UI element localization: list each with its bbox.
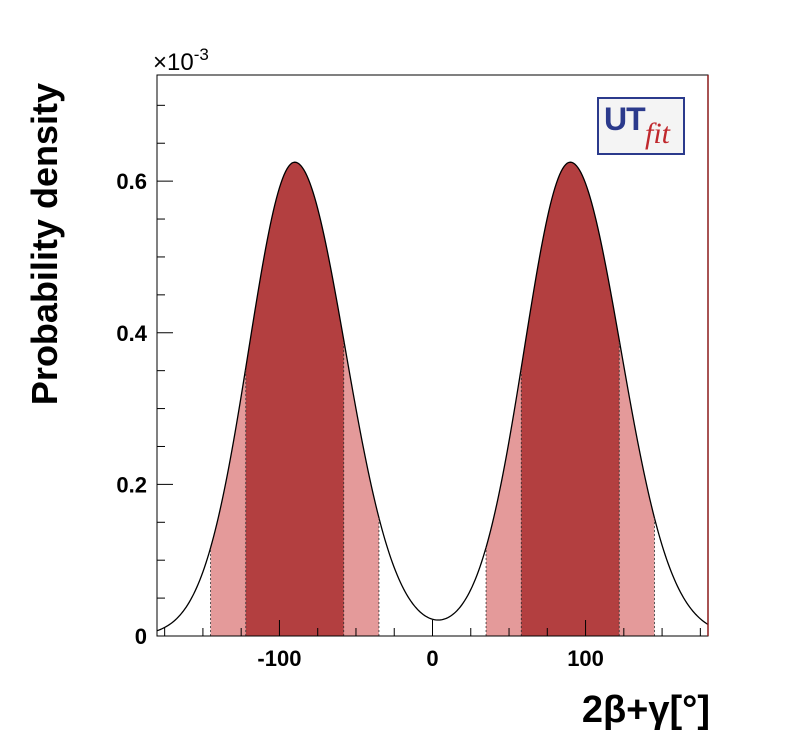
y-tick-label: 0.2	[116, 472, 147, 497]
y-tick-label: 0.4	[116, 321, 147, 346]
utfit-logo: UT fit	[597, 97, 685, 155]
x-axis-ticks: -100 0 100	[164, 620, 701, 671]
band-68-1	[521, 162, 620, 636]
x-tick-label: 0	[426, 646, 438, 671]
y-tick-label: 0	[135, 624, 147, 649]
density-curve	[156, 161, 709, 632]
x-tick-label: -100	[257, 646, 301, 671]
y-multiplier: ×10-3	[153, 45, 209, 76]
logo-ut-text: UT	[604, 101, 646, 137]
band-boundary-lines	[210, 339, 655, 636]
band-68-0	[245, 162, 344, 636]
logo-fit-text: fit	[645, 117, 671, 150]
y-tick-label: 0.6	[116, 169, 147, 194]
x-axis-title: 2β+γ[°]	[582, 689, 710, 731]
y-multiplier-exponent: -3	[194, 45, 209, 64]
y-axis-title: Probability density	[24, 83, 65, 405]
y-axis-ticks: 0 0.2 0.4 0.6	[116, 104, 173, 649]
x-tick-label: 100	[567, 646, 604, 671]
confidence-bands	[210, 162, 655, 636]
y-multiplier-base: ×10	[153, 49, 194, 76]
